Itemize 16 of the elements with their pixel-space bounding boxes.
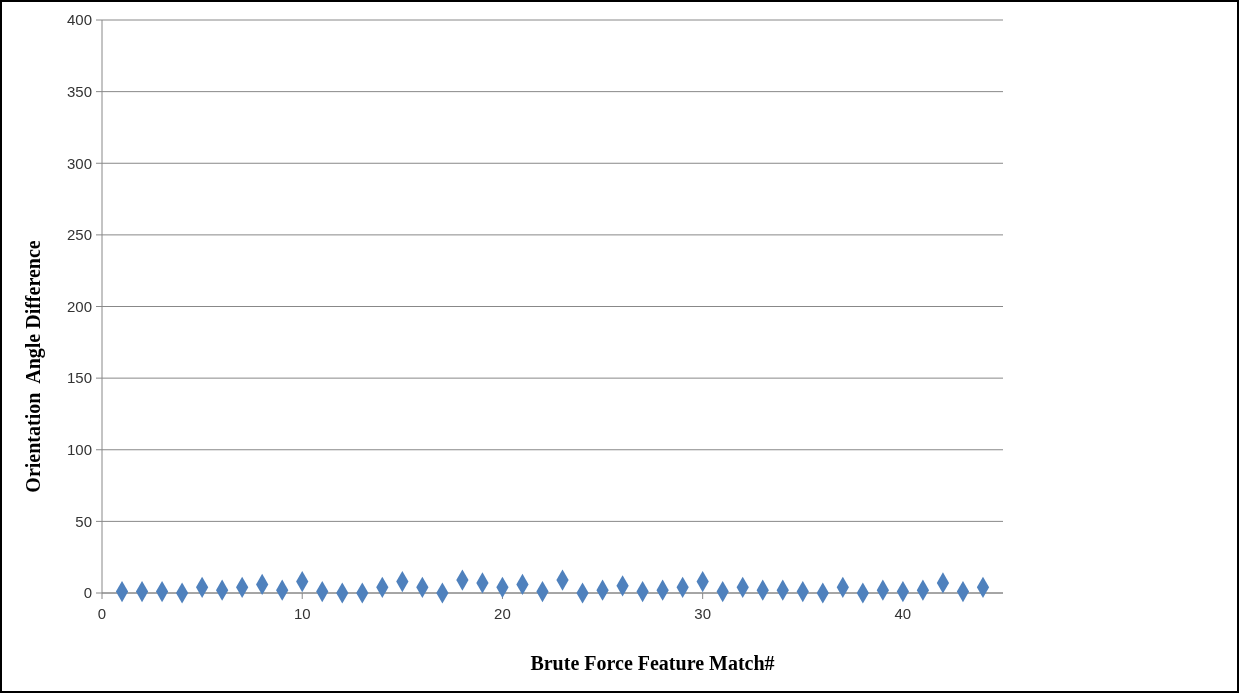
- y-tick-label: 300: [66, 154, 92, 172]
- y-tick-label: 50: [75, 512, 92, 530]
- x-tick-label: 30: [694, 605, 712, 622]
- x-tick-label: 0: [97, 605, 107, 622]
- x-tick-label: 10: [293, 605, 311, 622]
- y-tick-label: 250: [66, 226, 92, 244]
- y-tick-label: 0: [83, 584, 92, 602]
- x-tick-label: 40: [894, 605, 912, 622]
- y-tick-label: 100: [66, 441, 92, 458]
- y-axis-title: Orientation Angle Difference: [22, 240, 45, 493]
- y-tick-label: 150: [66, 369, 92, 387]
- x-axis-title: Brute Force Feature Match#: [530, 652, 775, 674]
- y-tick-label: 200: [66, 297, 92, 315]
- x-tick-label: 20: [494, 605, 511, 622]
- y-tick-label: 400: [66, 11, 92, 29]
- y-tick-label: 350: [66, 82, 92, 100]
